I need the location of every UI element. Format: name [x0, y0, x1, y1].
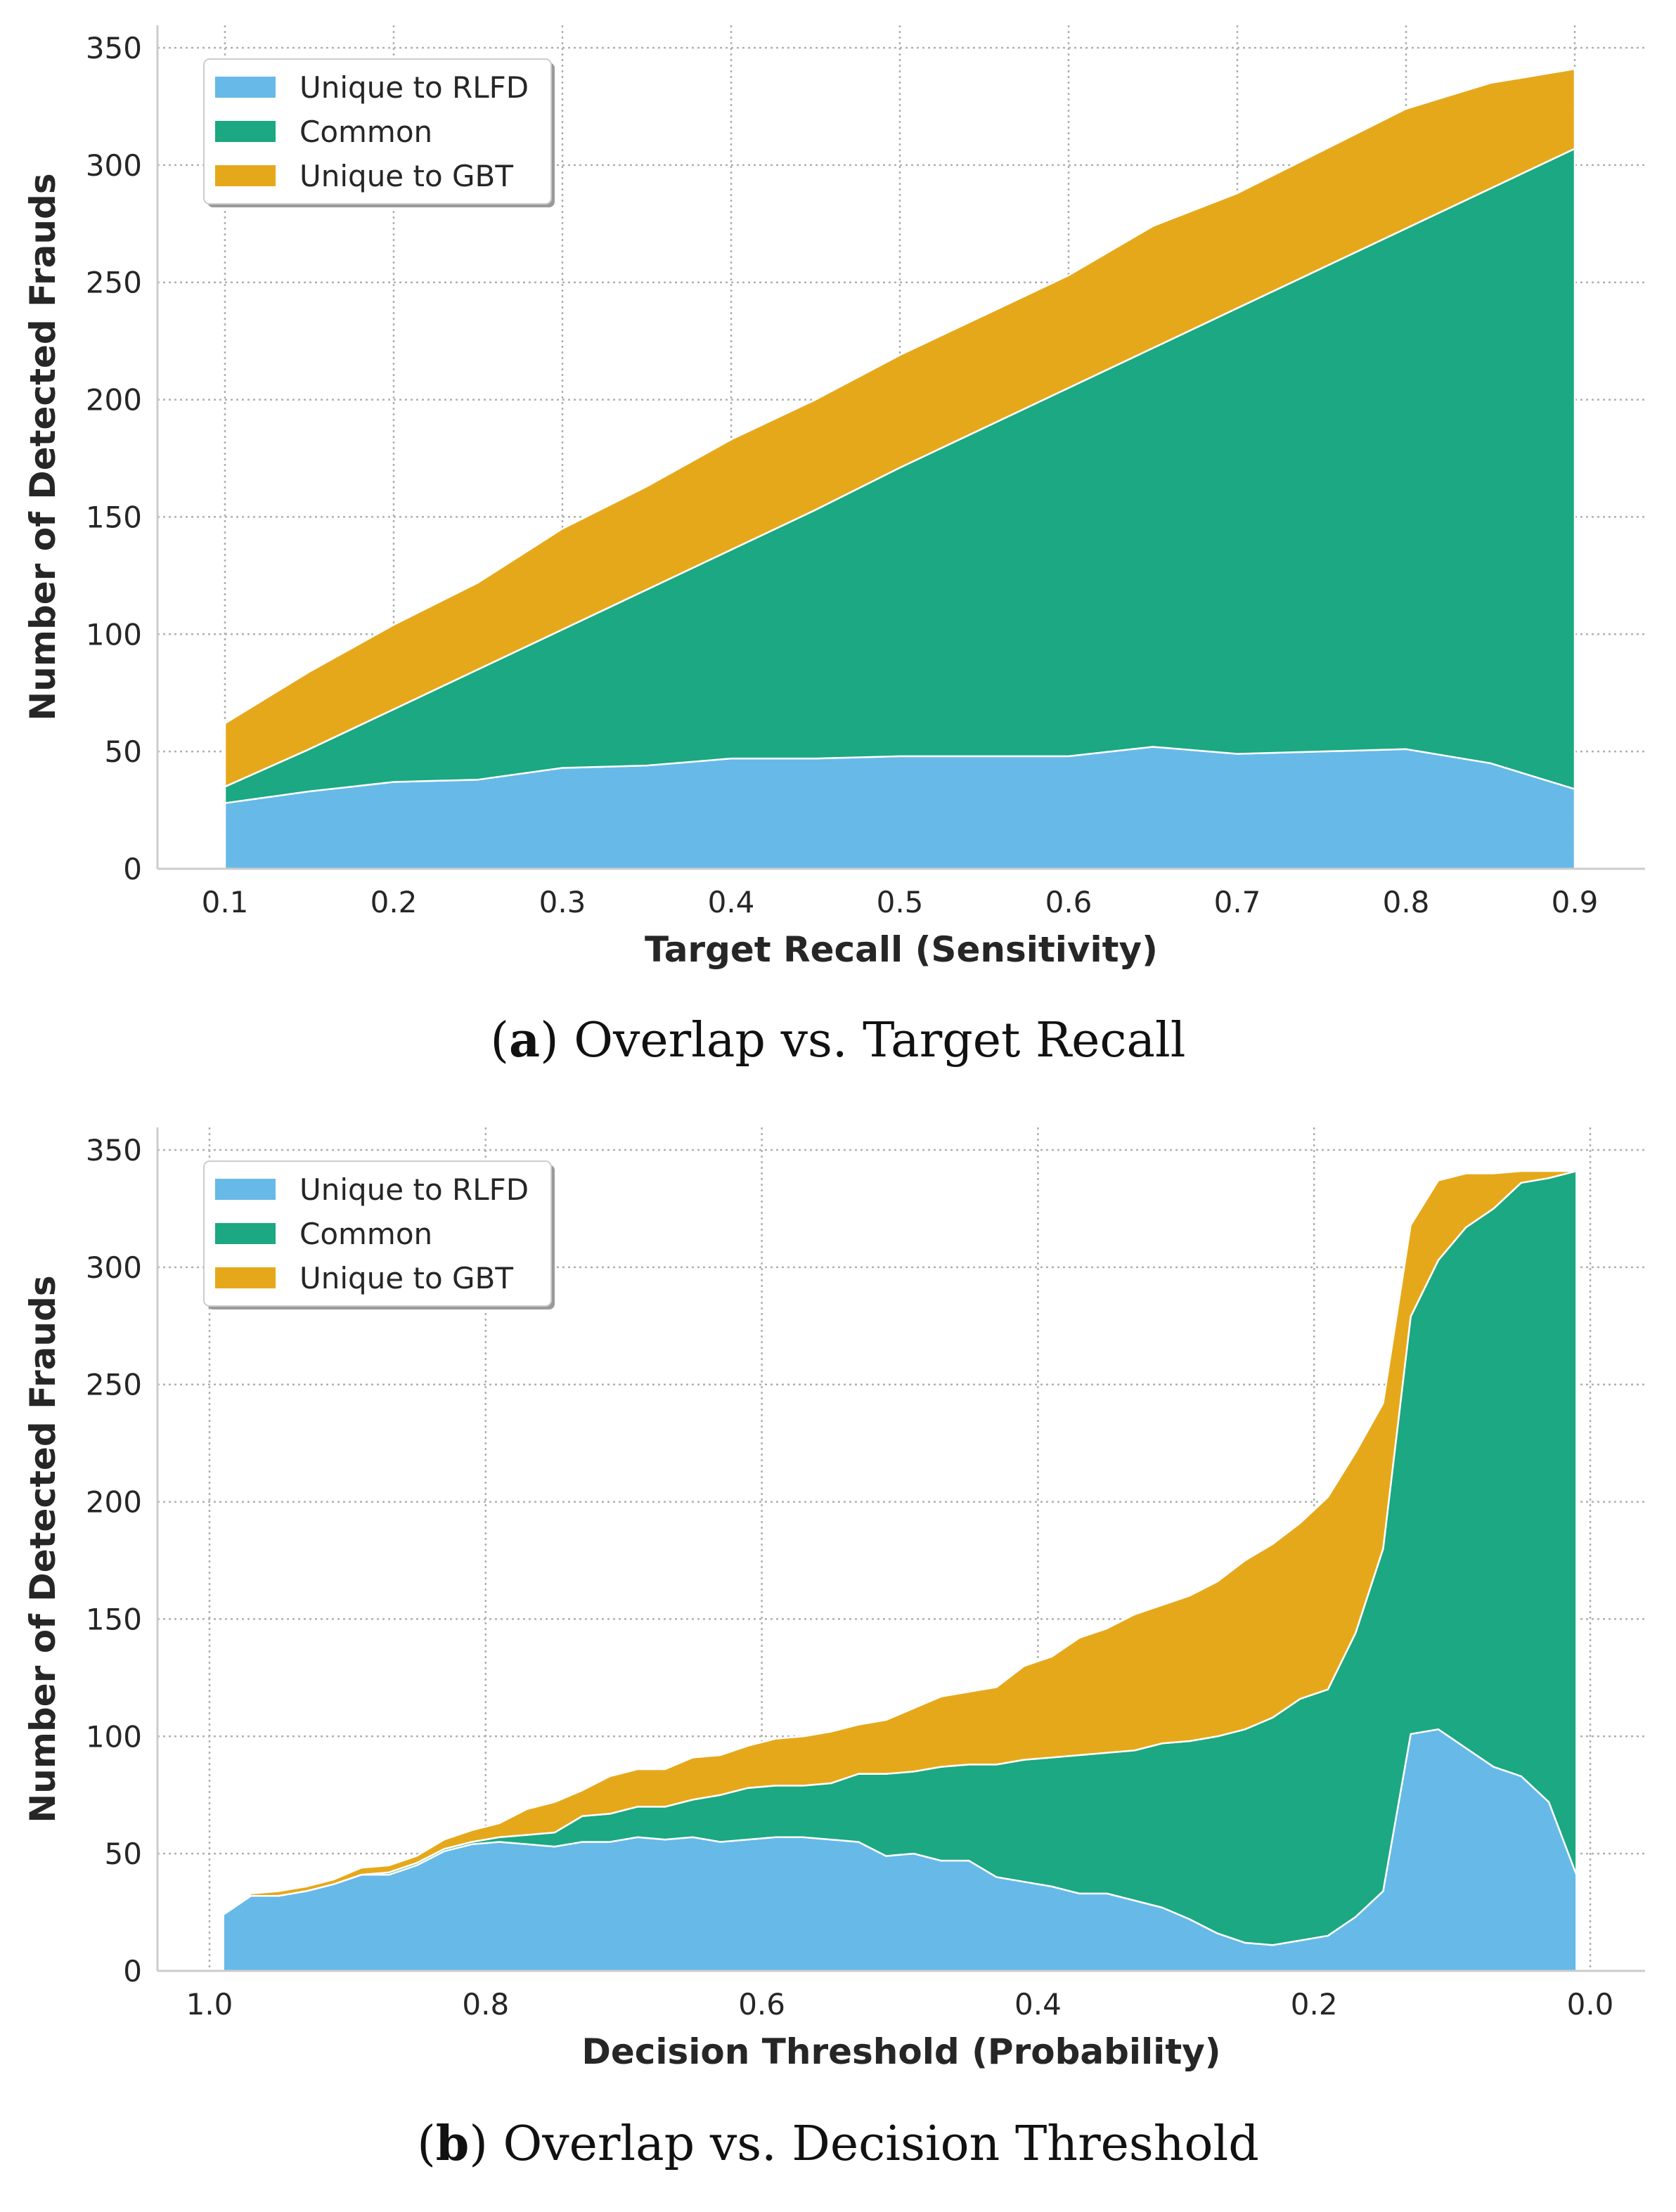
x-tick-label: 0.6: [1045, 885, 1092, 919]
caption-a-letter: a: [509, 1012, 541, 1068]
chart-a-overlap-vs-target-recall: 0 50 100 150 200 250 300 350 0.1 0.2 0.3 0.4 0.5 0.6 0…: [22, 25, 1645, 970]
area-unique-to-gbt: [222, 1170, 1578, 1916]
legend-label-unique-to-gbt: Unique to GBT: [299, 1261, 513, 1295]
legend: Unique to RLFD Common Unique to GBT: [203, 58, 555, 207]
x-tick-label: 0.9: [1552, 885, 1599, 919]
area-unique-to-gbt: [224, 67, 1576, 788]
y-tick-label: 250: [86, 266, 142, 300]
y-tick-label: 350: [86, 31, 142, 65]
x-tick-label: 0.4: [708, 885, 755, 919]
x-tick-label: 0.7: [1214, 885, 1261, 919]
y-tick-label: 100: [86, 617, 142, 652]
x-tick-label: 0.5: [877, 885, 924, 919]
caption-b-letter: b: [435, 2116, 470, 2172]
x-tick-label: 0.8: [462, 1987, 509, 2022]
y-tick-label: 150: [86, 1602, 142, 1636]
legend-label-common: Common: [299, 1217, 432, 1251]
y-tick-label: 300: [86, 148, 142, 183]
y-tick-label: 200: [86, 383, 142, 418]
legend-swatch-unique-to-gbt: [215, 165, 276, 186]
y-tick-label: 150: [86, 500, 142, 534]
x-tick-label: 0.6: [738, 1987, 785, 2022]
legend-box: [203, 1160, 552, 1307]
legend-swatch-unique-to-rlfd: [215, 1179, 276, 1200]
x-axis-label: Target Recall (Sensitivity): [645, 929, 1158, 970]
legend: Unique to RLFD Common Unique to GBT: [203, 1160, 555, 1309]
y-tick-label: 200: [86, 1485, 142, 1520]
legend-swatch-common: [215, 1223, 276, 1244]
legend-swatch-unique-to-rlfd: [215, 77, 276, 98]
caption-b: (b) Overlap vs. Decision Threshold: [417, 2116, 1259, 2172]
x-tick-label: 0.0: [1567, 1987, 1614, 2022]
caption-a: (a) Overlap vs. Target Recall: [490, 1012, 1186, 1068]
legend-label-unique-to-rlfd: Unique to RLFD: [299, 1172, 529, 1207]
y-tick-label: 350: [86, 1133, 142, 1168]
x-tick-label: 0.2: [370, 885, 418, 919]
y-tick-label: 300: [86, 1250, 142, 1285]
y-tick-label: 0: [123, 1954, 142, 1988]
legend-label-unique-to-gbt: Unique to GBT: [299, 159, 513, 193]
legend-box: [203, 58, 552, 205]
y-tick-label: 0: [123, 852, 142, 886]
caption-a-text: Overlap vs. Target Recall: [574, 1013, 1186, 1068]
caption-b-text: Overlap vs. Decision Threshold: [503, 2116, 1259, 2172]
y-tick-label: 100: [86, 1719, 142, 1754]
x-tick-label: 0.2: [1291, 1987, 1338, 2022]
x-tick-label: 0.8: [1383, 885, 1430, 919]
x-axis-label: Decision Threshold (Probability): [581, 2031, 1220, 2072]
legend-label-unique-to-rlfd: Unique to RLFD: [299, 70, 529, 105]
legend-label-common: Common: [299, 115, 432, 149]
legend-swatch-unique-to-gbt: [215, 1267, 276, 1288]
x-tick-label: 0.3: [539, 885, 586, 919]
x-tick-label: 0.1: [202, 885, 249, 919]
x-tick-label: 0.4: [1014, 1987, 1062, 2022]
y-tick-label: 50: [105, 1837, 142, 1871]
y-axis-label: Number of Detected Frauds: [22, 1275, 63, 1823]
x-tick-label: 1.0: [186, 1987, 233, 2022]
chart-b-overlap-vs-decision-threshold: 0 50 100 150 200 250 300 350 1.0 0.8 0.6 0.4 0.2 0.0 D…: [22, 1127, 1645, 2072]
y-axis-label: Number of Detected Frauds: [22, 173, 63, 720]
legend-swatch-common: [215, 121, 276, 142]
y-tick-label: 250: [86, 1368, 142, 1402]
y-tick-label: 50: [105, 735, 142, 769]
